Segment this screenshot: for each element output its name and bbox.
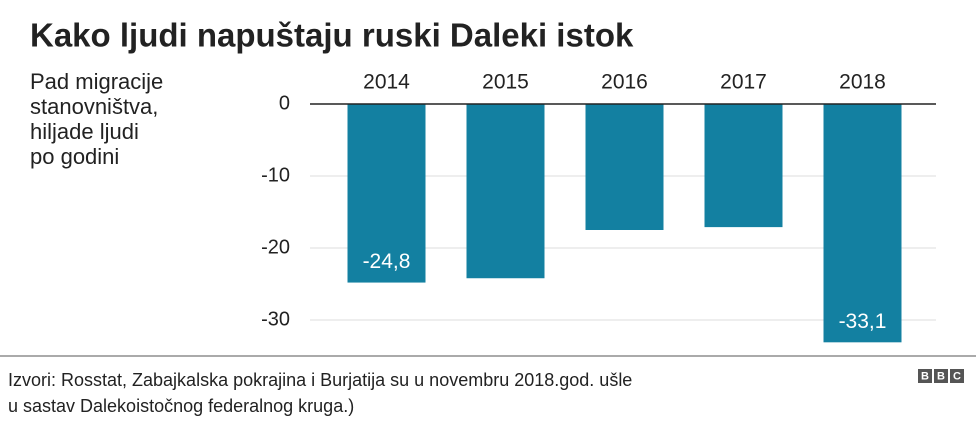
y-tick-label: -20 xyxy=(261,236,290,258)
data-label: -24,8 xyxy=(363,250,411,273)
y-axis-label: stanovništva, xyxy=(30,94,158,119)
bar xyxy=(823,104,902,343)
logo-box xyxy=(918,369,932,383)
logo-letter: C xyxy=(953,370,961,382)
x-tick-label: 2017 xyxy=(720,71,767,94)
bar xyxy=(585,104,664,230)
y-axis-label: Pad migracije xyxy=(30,69,163,94)
x-tick-label: 2018 xyxy=(839,71,886,94)
bar xyxy=(466,104,545,279)
bar xyxy=(347,104,426,283)
x-tick-label: 2015 xyxy=(482,71,529,94)
bar xyxy=(704,104,783,228)
y-tick-label: -10 xyxy=(261,164,290,186)
source-note: Izvori: Rosstat, Zabajkalska pokrajina i… xyxy=(8,370,632,390)
logo-box xyxy=(950,369,964,383)
logo-letter: B xyxy=(921,370,929,382)
source-note: u sastav Dalekoistočnog federalnog kruga… xyxy=(8,396,354,416)
y-tick-label: -30 xyxy=(261,308,290,330)
logo-box xyxy=(934,369,948,383)
chart-title: Kako ljudi napuštaju ruski Daleki istok xyxy=(30,17,634,54)
data-label: -33,1 xyxy=(839,310,887,333)
x-tick-label: 2014 xyxy=(363,71,410,94)
y-axis-label: po godini xyxy=(30,144,119,169)
y-axis-label: hiljade ljudi xyxy=(30,119,139,144)
x-tick-label: 2016 xyxy=(601,71,648,94)
logo-letter: B xyxy=(937,370,945,382)
y-tick-label: 0 xyxy=(279,92,290,114)
